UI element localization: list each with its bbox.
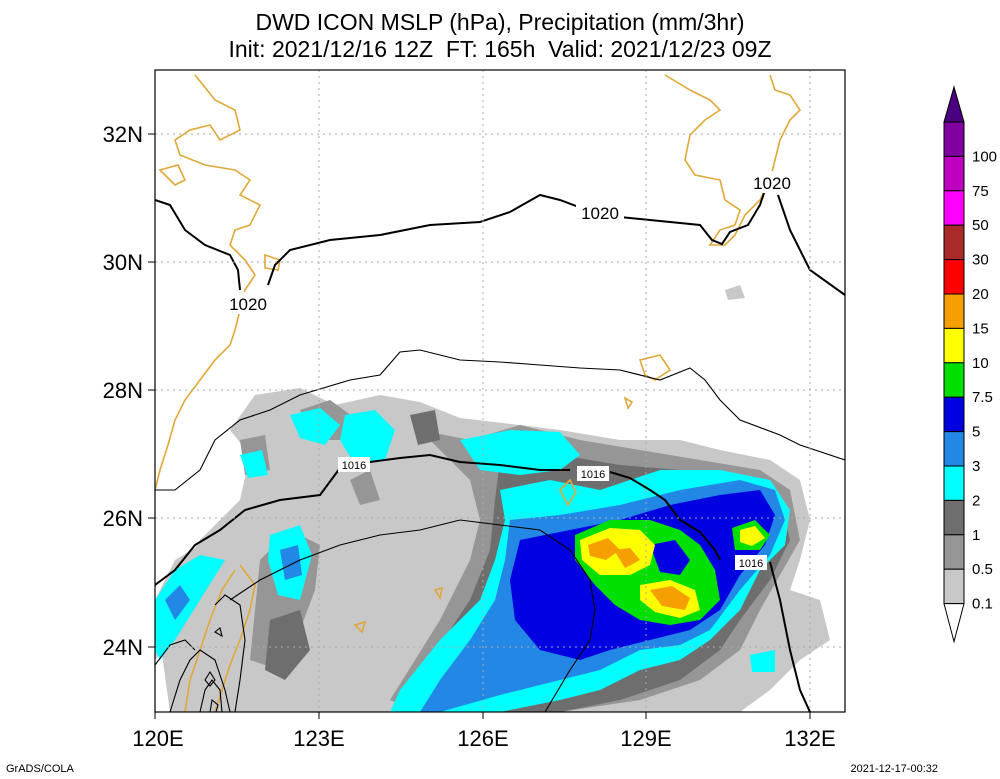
precipitation-field — [155, 285, 830, 712]
colorbar-label: 75 — [972, 183, 989, 200]
colorbar-label: 20 — [972, 286, 989, 303]
colorbar-label: 7.5 — [972, 389, 993, 406]
lat-tick-label: 32N — [103, 122, 143, 147]
precip-3-inner — [650, 540, 690, 575]
colorbar-label: 10 — [972, 355, 989, 372]
colorbar-swatch — [943, 327, 965, 364]
isobar-label: 1020 — [581, 204, 619, 223]
lon-tick-label: 123E — [293, 726, 344, 751]
colorbar-swatch — [943, 568, 965, 605]
axis-ticks — [148, 133, 811, 719]
colorbar-label: 3 — [972, 458, 980, 475]
plot-frame — [154, 69, 846, 713]
footer-credit: GrADS/COLA — [6, 763, 74, 775]
colorbar-swatch — [943, 362, 965, 398]
lat-labels: 24N 26N 28N 30N 32N — [103, 122, 143, 660]
lon-labels: 120E 123E 126E 129E 132E — [132, 726, 835, 751]
coastlines — [155, 74, 802, 712]
colorbar-swatch — [943, 121, 965, 157]
isobar-label: 1020 — [229, 295, 267, 314]
lon-tick-label: 129E — [620, 726, 671, 751]
lat-tick-label: 28N — [103, 378, 143, 403]
colorbar-bottom-arrow — [943, 603, 965, 644]
map-subtitle: Init: 2021/12/16 12Z FT: 165h Valid: 202… — [228, 36, 772, 62]
lat-tick-label: 26N — [103, 506, 143, 531]
colorbar-label: 50 — [972, 217, 989, 234]
isobar-label: 1020 — [753, 174, 791, 193]
colorbar-top-arrow — [943, 85, 965, 123]
isobar-label: 1016 — [739, 558, 763, 570]
colorbar-swatch — [943, 155, 965, 192]
colorbar-label: 5 — [972, 424, 980, 441]
isobar-labels: 1020 1020 1020 1016 1016 1016 — [224, 171, 796, 570]
colorbar-swatch — [943, 224, 965, 261]
colorbar: 0.1 0.5 1 2 3 5 7.5 10 15 20 30 50 75 100 — [943, 85, 997, 644]
map-title: DWD ICON MSLP (hPa), Precipitation (mm/3… — [255, 9, 745, 35]
colorbar-swatch — [943, 465, 965, 501]
isobar-label: 1016 — [342, 460, 366, 472]
colorbar-swatch — [943, 190, 965, 226]
isobar-label: 1016 — [581, 469, 605, 481]
colorbar-swatch — [943, 499, 965, 536]
colorbar-swatch — [943, 259, 965, 295]
lat-tick-label: 24N — [103, 635, 143, 660]
lon-tick-label: 132E — [784, 726, 835, 751]
colorbar-label: 100 — [972, 148, 997, 165]
footer-timestamp: 2021-12-17-00:32 — [850, 763, 938, 775]
lat-tick-label: 30N — [103, 250, 143, 275]
colorbar-label: 0.5 — [972, 561, 993, 578]
colorbar-label: 30 — [972, 252, 989, 269]
isobars — [155, 189, 845, 712]
colorbar-label: 0.1 — [972, 596, 993, 613]
lon-tick-label: 120E — [132, 726, 183, 751]
colorbar-swatch — [943, 431, 965, 467]
lon-tick-label: 126E — [457, 726, 508, 751]
colorbar-swatch — [943, 396, 965, 433]
colorbar-label: 2 — [972, 492, 980, 509]
colorbar-label: 1 — [972, 527, 980, 544]
colorbar-label: 15 — [972, 320, 989, 337]
grid-lines — [155, 70, 845, 712]
colorbar-swatch — [943, 293, 965, 329]
colorbar-swatch — [943, 534, 965, 570]
precip-10-area — [588, 538, 690, 610]
